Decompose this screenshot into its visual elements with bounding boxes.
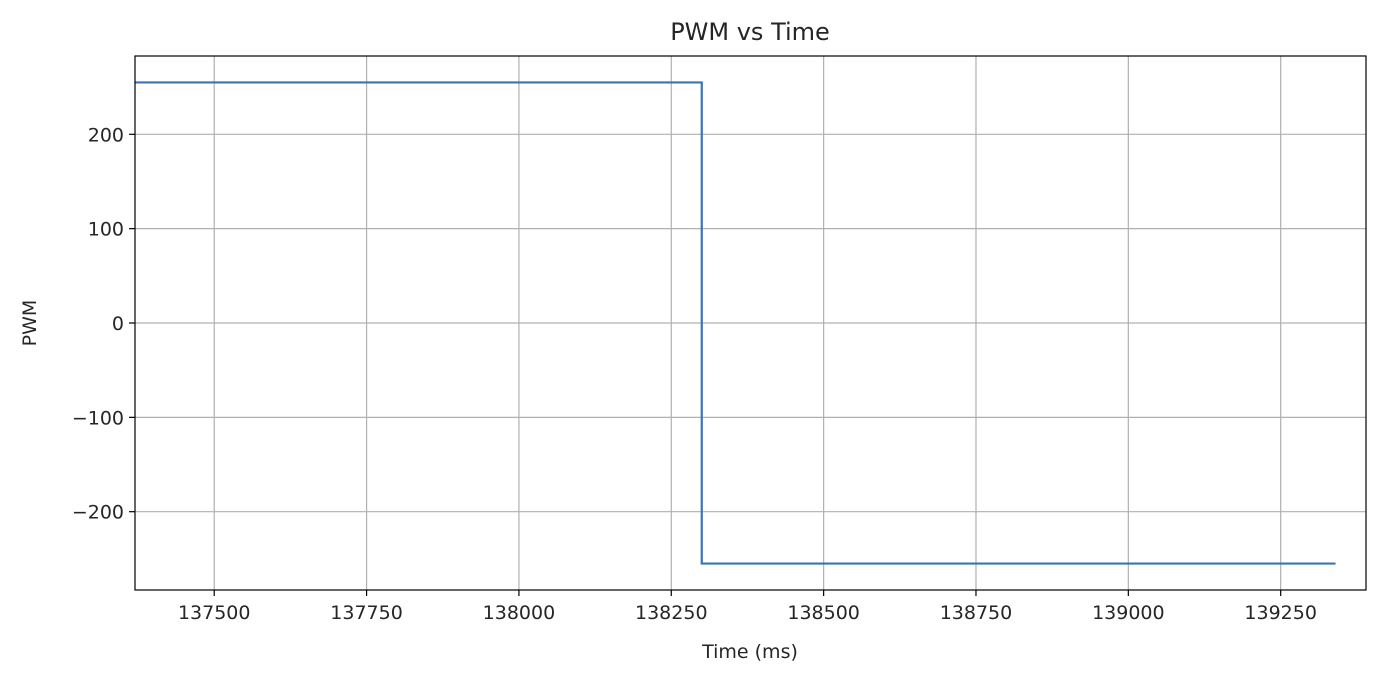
grid [135, 56, 1366, 590]
x-tick-label: 138250 [635, 602, 708, 624]
x-tick-label: 138500 [787, 602, 860, 624]
y-axis-ticks: 200 100 0 −100 −200 [72, 124, 135, 524]
y-axis-label: PWM [19, 300, 41, 347]
x-tick-label: 137500 [178, 602, 251, 624]
x-tick-label: 139250 [1244, 602, 1317, 624]
x-tick-label: 139000 [1092, 602, 1165, 624]
y-tick-label: 0 [112, 313, 124, 335]
y-tick-label: −100 [72, 407, 124, 429]
x-tick-label: 138750 [940, 602, 1013, 624]
series-layer [135, 81, 1336, 565]
pwm-series-line [135, 81, 1336, 565]
y-tick-label: 100 [88, 219, 124, 241]
x-axis-ticks: 137500 137750 138000 138250 138500 138750 1390… [178, 590, 1317, 624]
x-tick-label: 138000 [483, 602, 556, 624]
x-tick-label: 137750 [330, 602, 403, 624]
y-tick-label: −200 [72, 502, 124, 524]
y-tick-label: 200 [88, 124, 124, 146]
chart-title: PWM vs Time [670, 18, 830, 46]
x-axis-label: Time (ms) [701, 641, 798, 663]
